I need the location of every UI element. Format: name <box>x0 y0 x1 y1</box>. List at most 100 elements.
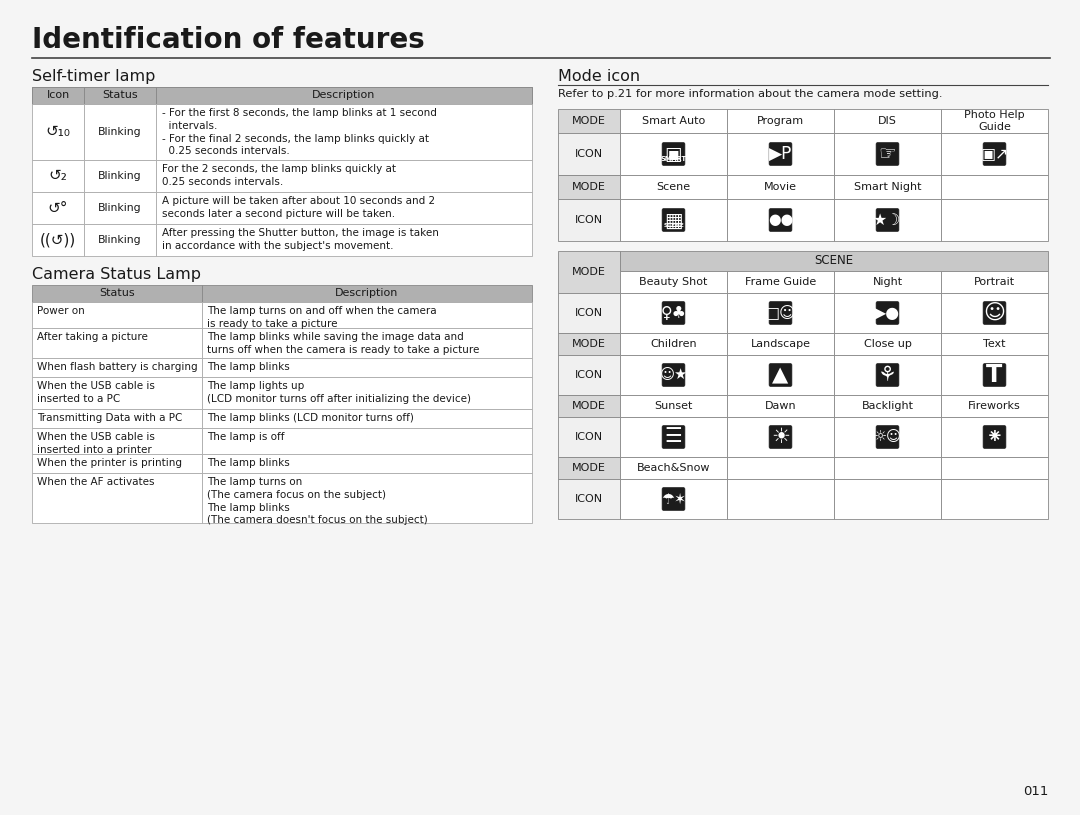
Text: After taking a picture: After taking a picture <box>37 332 148 342</box>
Text: Blinking: Blinking <box>98 235 141 245</box>
FancyBboxPatch shape <box>876 425 899 448</box>
Text: ▲: ▲ <box>772 365 788 385</box>
Bar <box>620 293 727 333</box>
Text: Description: Description <box>312 90 376 100</box>
Bar <box>727 457 834 479</box>
Bar <box>620 355 727 395</box>
Text: When the USB cable is
inserted into a printer: When the USB cable is inserted into a pr… <box>37 432 154 455</box>
Text: When the USB cable is
inserted to a PC: When the USB cable is inserted to a PC <box>37 381 154 403</box>
Bar <box>620 133 727 175</box>
FancyBboxPatch shape <box>662 209 685 231</box>
Text: Status: Status <box>99 288 135 298</box>
Text: Photo Help
Guide: Photo Help Guide <box>964 110 1025 132</box>
FancyBboxPatch shape <box>876 143 899 165</box>
Text: MODE: MODE <box>572 401 606 411</box>
Bar <box>558 175 620 199</box>
Text: Self-timer lamp: Self-timer lamp <box>32 69 156 84</box>
Bar <box>620 271 727 293</box>
Bar <box>202 473 532 523</box>
Bar <box>834 479 941 519</box>
Bar <box>84 160 156 192</box>
Text: The lamp blinks (LCD monitor turns off): The lamp blinks (LCD monitor turns off) <box>207 413 414 423</box>
Text: ▶●: ▶● <box>875 306 901 320</box>
Bar <box>834 109 941 133</box>
Text: When the printer is printing: When the printer is printing <box>37 458 183 468</box>
Text: Beauty Shot: Beauty Shot <box>639 277 707 287</box>
Text: ↺°: ↺° <box>48 200 68 215</box>
Bar <box>156 160 532 192</box>
Text: ICON: ICON <box>575 370 603 380</box>
Bar <box>834 355 941 395</box>
Text: - For the first 8 seconds, the lamp blinks at 1 second
  intervals.
- For the fi: - For the first 8 seconds, the lamp blin… <box>162 108 437 156</box>
Bar <box>84 192 156 224</box>
Text: Backlight: Backlight <box>862 401 914 411</box>
Text: Camera Status Lamp: Camera Status Lamp <box>32 267 201 282</box>
Text: The lamp turns on
(The camera focus on the subject)
The lamp blinks
(The camera : The lamp turns on (The camera focus on t… <box>207 477 428 526</box>
Bar <box>620 457 727 479</box>
FancyBboxPatch shape <box>983 425 1005 448</box>
Bar <box>620 417 727 457</box>
Text: ↺₂: ↺₂ <box>49 169 67 183</box>
Text: ⚘: ⚘ <box>878 365 897 385</box>
Bar <box>32 285 202 302</box>
Bar <box>834 457 941 479</box>
Text: The lamp blinks: The lamp blinks <box>207 458 289 468</box>
Bar <box>202 328 532 358</box>
Text: 011: 011 <box>1023 785 1048 798</box>
Bar <box>620 333 727 355</box>
Bar <box>558 133 620 175</box>
Bar <box>941 199 1048 241</box>
Bar <box>834 133 941 175</box>
Text: ↺₁₀: ↺₁₀ <box>45 125 70 139</box>
FancyBboxPatch shape <box>769 302 792 324</box>
Text: Status: Status <box>103 90 138 100</box>
Text: ▶P: ▶P <box>769 145 793 163</box>
Text: MODE: MODE <box>572 463 606 473</box>
Text: ▣: ▣ <box>665 146 683 164</box>
FancyBboxPatch shape <box>876 363 899 386</box>
Text: The lamp blinks: The lamp blinks <box>207 362 289 372</box>
Text: Frame Guide: Frame Guide <box>745 277 816 287</box>
Text: ⁕: ⁕ <box>986 427 1003 447</box>
Bar <box>727 395 834 417</box>
Bar <box>32 328 202 358</box>
Bar <box>834 417 941 457</box>
Bar <box>202 428 532 454</box>
Text: Portrait: Portrait <box>974 277 1015 287</box>
Text: Smart Night: Smart Night <box>854 182 921 192</box>
Bar <box>32 104 84 160</box>
Bar <box>202 409 532 428</box>
Text: Identification of features: Identification of features <box>32 26 424 54</box>
Text: Description: Description <box>335 288 399 298</box>
FancyBboxPatch shape <box>983 302 1005 324</box>
Bar <box>156 224 532 256</box>
Bar <box>202 285 532 302</box>
Text: Movie: Movie <box>764 182 797 192</box>
Bar <box>727 175 834 199</box>
Bar <box>727 355 834 395</box>
Text: Landscape: Landscape <box>751 339 810 349</box>
Bar <box>941 457 1048 479</box>
Bar <box>32 428 202 454</box>
Bar <box>558 395 620 417</box>
Bar <box>558 355 620 395</box>
Bar <box>32 358 202 377</box>
Text: ♀♣: ♀♣ <box>661 306 687 320</box>
Bar <box>620 109 727 133</box>
Bar <box>156 87 532 104</box>
Bar <box>32 473 202 523</box>
Bar <box>84 104 156 160</box>
Bar <box>941 293 1048 333</box>
Text: ☼☺: ☼☺ <box>874 430 902 444</box>
Text: The lamp turns on and off when the camera
is ready to take a picture: The lamp turns on and off when the camer… <box>207 306 436 328</box>
Bar <box>727 333 834 355</box>
Bar <box>620 175 727 199</box>
Bar <box>727 417 834 457</box>
Text: ICON: ICON <box>575 308 603 318</box>
Bar <box>727 293 834 333</box>
Bar <box>834 175 941 199</box>
Bar <box>84 224 156 256</box>
Bar <box>941 395 1048 417</box>
Text: Sunset: Sunset <box>654 401 692 411</box>
Bar <box>558 417 620 457</box>
